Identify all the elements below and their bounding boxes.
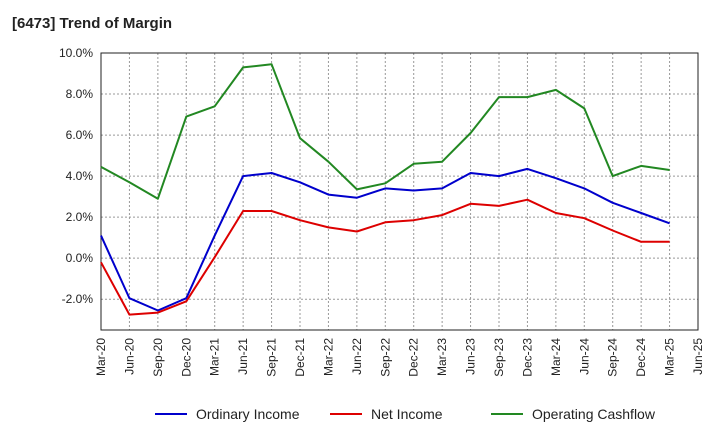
y-tick-label: 2.0% xyxy=(66,210,94,224)
x-tick-label: Mar-21 xyxy=(208,338,222,376)
x-tick-label: Sep-20 xyxy=(151,338,165,377)
x-tick-label: Sep-24 xyxy=(606,338,620,377)
x-tick-label: Jun-24 xyxy=(577,338,591,375)
x-tick-label: Jun-23 xyxy=(464,338,478,375)
x-tick-label: Sep-22 xyxy=(378,338,392,377)
x-tick-label: Dec-23 xyxy=(520,338,534,377)
x-tick-label: Mar-24 xyxy=(549,338,563,376)
x-tick-label: Mar-23 xyxy=(435,338,449,376)
x-tick-label: Dec-22 xyxy=(407,338,421,377)
series-line-operating-cashflow xyxy=(100,63,670,200)
x-tick-label: Mar-20 xyxy=(94,338,108,376)
series-line-net-income xyxy=(100,198,670,316)
x-tick-label: Mar-25 xyxy=(663,338,677,376)
y-tick-label: 8.0% xyxy=(66,87,94,101)
x-tick-label: Mar-22 xyxy=(321,338,335,376)
x-tick-label: Dec-21 xyxy=(293,338,307,377)
legend-label: Ordinary Income xyxy=(196,406,300,422)
y-tick-label: 10.0% xyxy=(59,46,93,60)
x-tick-label: Dec-20 xyxy=(179,338,193,377)
axes: -2.0% 0.0% 2.0% 4.0% 6.0% 8.0% 10.0% Mar-20 Jun-… xyxy=(59,46,705,377)
y-tick-label: -2.0% xyxy=(62,292,94,306)
x-tick-label: Dec-24 xyxy=(634,338,648,377)
legend-label: Net Income xyxy=(371,406,443,422)
y-tick-label: 4.0% xyxy=(66,169,94,183)
chart-title: [6473] Trend of Margin xyxy=(12,15,173,32)
x-tick-label: Sep-21 xyxy=(265,338,279,377)
series-line-ordinary-income xyxy=(100,167,670,312)
x-tick-label: Jun-22 xyxy=(350,338,364,375)
series-lines xyxy=(100,63,670,316)
y-tick-label: 0.0% xyxy=(66,251,94,265)
legend: Ordinary Income Net Income Operating Cashf… xyxy=(155,406,656,422)
x-tick-label: Jun-21 xyxy=(236,338,250,375)
legend-label: Operating Cashflow xyxy=(532,406,656,422)
x-tick-label: Jun-20 xyxy=(122,338,136,375)
y-tick-label: 6.0% xyxy=(66,128,94,142)
x-tick-label: Sep-23 xyxy=(492,338,506,377)
x-tick-label: Jun-25 xyxy=(691,338,705,375)
plot-frame xyxy=(100,52,699,331)
